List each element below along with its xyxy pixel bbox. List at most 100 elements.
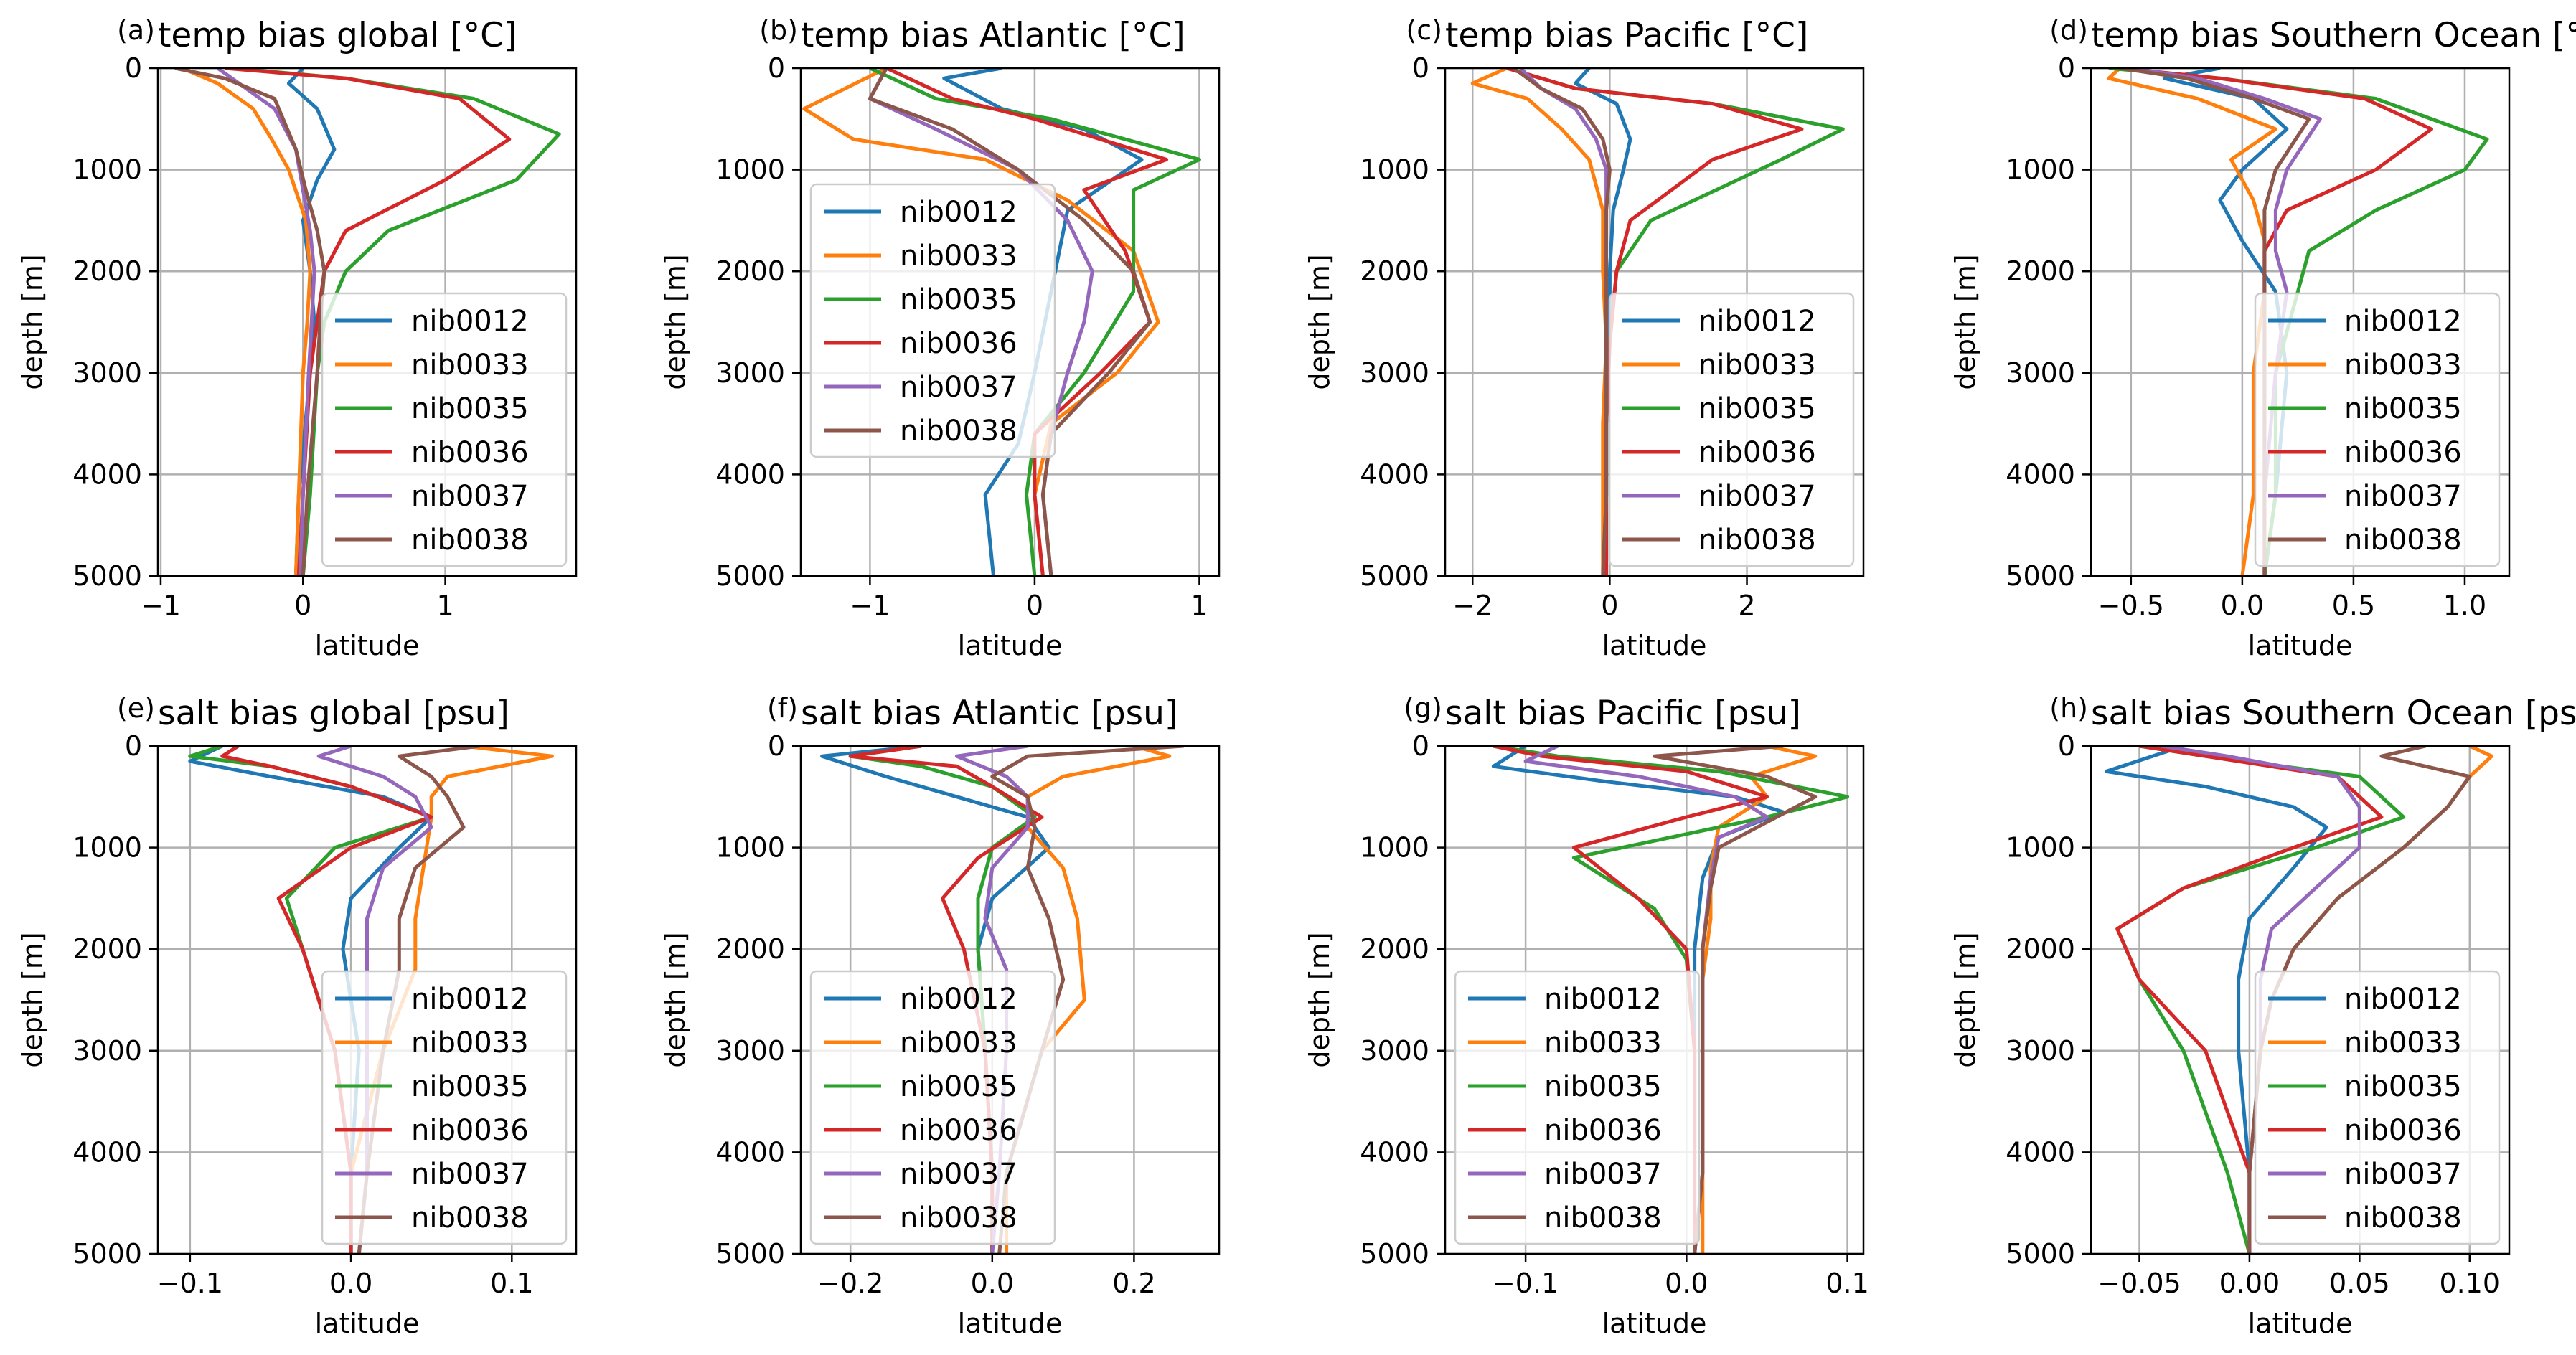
legend-label: nib0036 bbox=[1698, 436, 1816, 469]
y-tick-label: 2000 bbox=[715, 255, 785, 287]
series-line-nib0037 bbox=[216, 68, 316, 576]
y-tick-label: 1000 bbox=[72, 154, 142, 186]
panel-label: (c) bbox=[1406, 14, 1442, 46]
legend-label: nib0037 bbox=[411, 480, 529, 513]
legend-label: nib0036 bbox=[411, 1114, 529, 1147]
subplot-f: −0.2 0.0 0.2 0 1000 2000 3000 4000 5000 latitude d… bbox=[659, 692, 1221, 1339]
x-axis-label: latitude bbox=[1602, 630, 1707, 661]
legend-label: nib0035 bbox=[1544, 1070, 1662, 1103]
y-tick-label: 5000 bbox=[72, 560, 142, 592]
y-tick-label: 3000 bbox=[715, 357, 785, 389]
legend-label: nib0035 bbox=[2344, 392, 2462, 425]
x-tick-label: −0.1 bbox=[157, 1267, 223, 1299]
y-axis-label: depth [m] bbox=[17, 254, 48, 389]
legend-label: nib0038 bbox=[900, 415, 1017, 448]
subplot-c: −2 0 2 0 1000 2000 3000 4000 5000 latitude depth [… bbox=[1304, 14, 1865, 661]
y-tick-label: 3000 bbox=[72, 357, 142, 389]
legend-label: nib0038 bbox=[411, 1201, 529, 1234]
y-axis-label: depth [m] bbox=[659, 932, 691, 1067]
legend-label: nib0038 bbox=[2344, 1201, 2462, 1234]
y-tick-label: 5000 bbox=[72, 1238, 142, 1270]
y-tick-label: 3000 bbox=[1360, 357, 1429, 389]
legend-label: nib0038 bbox=[1544, 1201, 1662, 1234]
legend: nib0012 nib0033 nib0035 nib0036 nib0037 nib00… bbox=[2254, 292, 2501, 567]
legend-label: nib0012 bbox=[2344, 983, 2462, 1016]
x-tick-label: −0.05 bbox=[2097, 1267, 2181, 1299]
series-line-nib0033 bbox=[1470, 68, 1609, 576]
y-tick-label: 0 bbox=[125, 52, 142, 84]
x-tick-label: 0.05 bbox=[2329, 1267, 2390, 1299]
legend-label: nib0037 bbox=[900, 371, 1017, 404]
y-tick-label: 1000 bbox=[1360, 832, 1429, 864]
legend-label: nib0012 bbox=[900, 196, 1017, 229]
legend-label: nib0035 bbox=[411, 1070, 529, 1103]
y-tick-label: 0 bbox=[768, 730, 785, 762]
x-tick-label: 1 bbox=[1190, 590, 1208, 621]
y-axis-label: depth [m] bbox=[1304, 932, 1335, 1067]
legend-label: nib0012 bbox=[411, 305, 529, 338]
series-line-nib0012 bbox=[2105, 746, 2328, 1254]
y-tick-label: 1000 bbox=[72, 832, 142, 864]
series-group bbox=[174, 68, 561, 576]
panel-label: (d) bbox=[2049, 14, 2088, 46]
y-tick-label: 2000 bbox=[72, 933, 142, 965]
y-tick-label: 2000 bbox=[1360, 255, 1429, 287]
y-tick-label: 4000 bbox=[1360, 1136, 1429, 1168]
y-tick-label: 2000 bbox=[2006, 933, 2075, 965]
y-tick-label: 0 bbox=[768, 52, 785, 84]
legend-label: nib0033 bbox=[411, 349, 529, 382]
legend-label: nib0035 bbox=[2344, 1070, 2462, 1103]
legend-box bbox=[2254, 292, 2501, 567]
plot-title: salt bias Atlantic [psu] bbox=[801, 694, 1177, 733]
x-tick-label: 0.0 bbox=[971, 1267, 1014, 1299]
y-tick-label: 5000 bbox=[715, 1238, 785, 1270]
plot-title: salt bias Pacific [psu] bbox=[1445, 694, 1801, 733]
x-tick-label: −0.5 bbox=[2098, 590, 2164, 621]
y-tick-label: 4000 bbox=[1360, 458, 1429, 490]
x-tick-label: 0 bbox=[294, 590, 311, 621]
legend-label: nib0012 bbox=[2344, 305, 2462, 338]
axes-frame bbox=[2090, 67, 2511, 577]
subplot-h: −0.05 0.00 0.05 0.10 0 1000 2000 3000 4000 5000 la… bbox=[1950, 692, 2576, 1339]
y-tick-label: 5000 bbox=[1360, 1238, 1429, 1270]
y-tick-label: 0 bbox=[1412, 52, 1429, 84]
axes-frame bbox=[1444, 67, 1865, 577]
legend-box bbox=[809, 183, 1056, 458]
axes-frame bbox=[156, 67, 578, 577]
plot-title: temp bias global [°C] bbox=[158, 16, 517, 55]
panel-label: (e) bbox=[117, 692, 155, 724]
y-tick-label: 4000 bbox=[72, 458, 142, 490]
y-tick-label: 0 bbox=[2058, 730, 2075, 762]
legend-label: nib0035 bbox=[900, 283, 1017, 316]
x-tick-label: −2 bbox=[1452, 590, 1493, 621]
y-tick-label: 1000 bbox=[1360, 154, 1429, 186]
y-tick-label: 4000 bbox=[2006, 1136, 2075, 1168]
subplot-d: −0.5 0.0 0.5 1.0 0 1000 2000 3000 4000 5000 latitu… bbox=[1950, 14, 2576, 661]
legend-box bbox=[321, 970, 568, 1245]
legend-label: nib0012 bbox=[1544, 983, 1662, 1016]
legend-label: nib0037 bbox=[1698, 480, 1816, 513]
y-tick-label: 4000 bbox=[715, 458, 785, 490]
y-tick-label: 3000 bbox=[715, 1035, 785, 1067]
y-axis-label: depth [m] bbox=[1304, 254, 1335, 389]
series-line-nib0037 bbox=[1519, 68, 1609, 576]
x-axis-label: latitude bbox=[958, 1308, 1063, 1339]
legend-label: nib0037 bbox=[900, 1158, 1017, 1191]
panel-label: (a) bbox=[117, 14, 155, 46]
subplot-b: −1 0 1 0 1000 2000 3000 4000 5000 latitude depth [… bbox=[659, 14, 1221, 661]
plot-title: salt bias global [psu] bbox=[158, 694, 509, 733]
legend-label: nib0012 bbox=[1698, 305, 1816, 338]
x-tick-label: 0.1 bbox=[1825, 1267, 1868, 1299]
x-tick-label: 0.0 bbox=[2221, 590, 2264, 621]
axes-frame bbox=[2090, 745, 2511, 1255]
series-line-nib0038 bbox=[174, 68, 326, 576]
legend-label: nib0036 bbox=[2344, 1114, 2462, 1147]
y-tick-label: 2000 bbox=[1360, 933, 1429, 965]
series-line-nib0038 bbox=[1513, 68, 1612, 576]
x-tick-label: 0.2 bbox=[1112, 1267, 1155, 1299]
y-tick-label: 4000 bbox=[72, 1136, 142, 1168]
y-tick-label: 5000 bbox=[2006, 1238, 2075, 1270]
y-tick-label: 1000 bbox=[2006, 832, 2075, 864]
axes-frame bbox=[799, 67, 1221, 577]
y-axis-label: depth [m] bbox=[1950, 254, 1981, 389]
